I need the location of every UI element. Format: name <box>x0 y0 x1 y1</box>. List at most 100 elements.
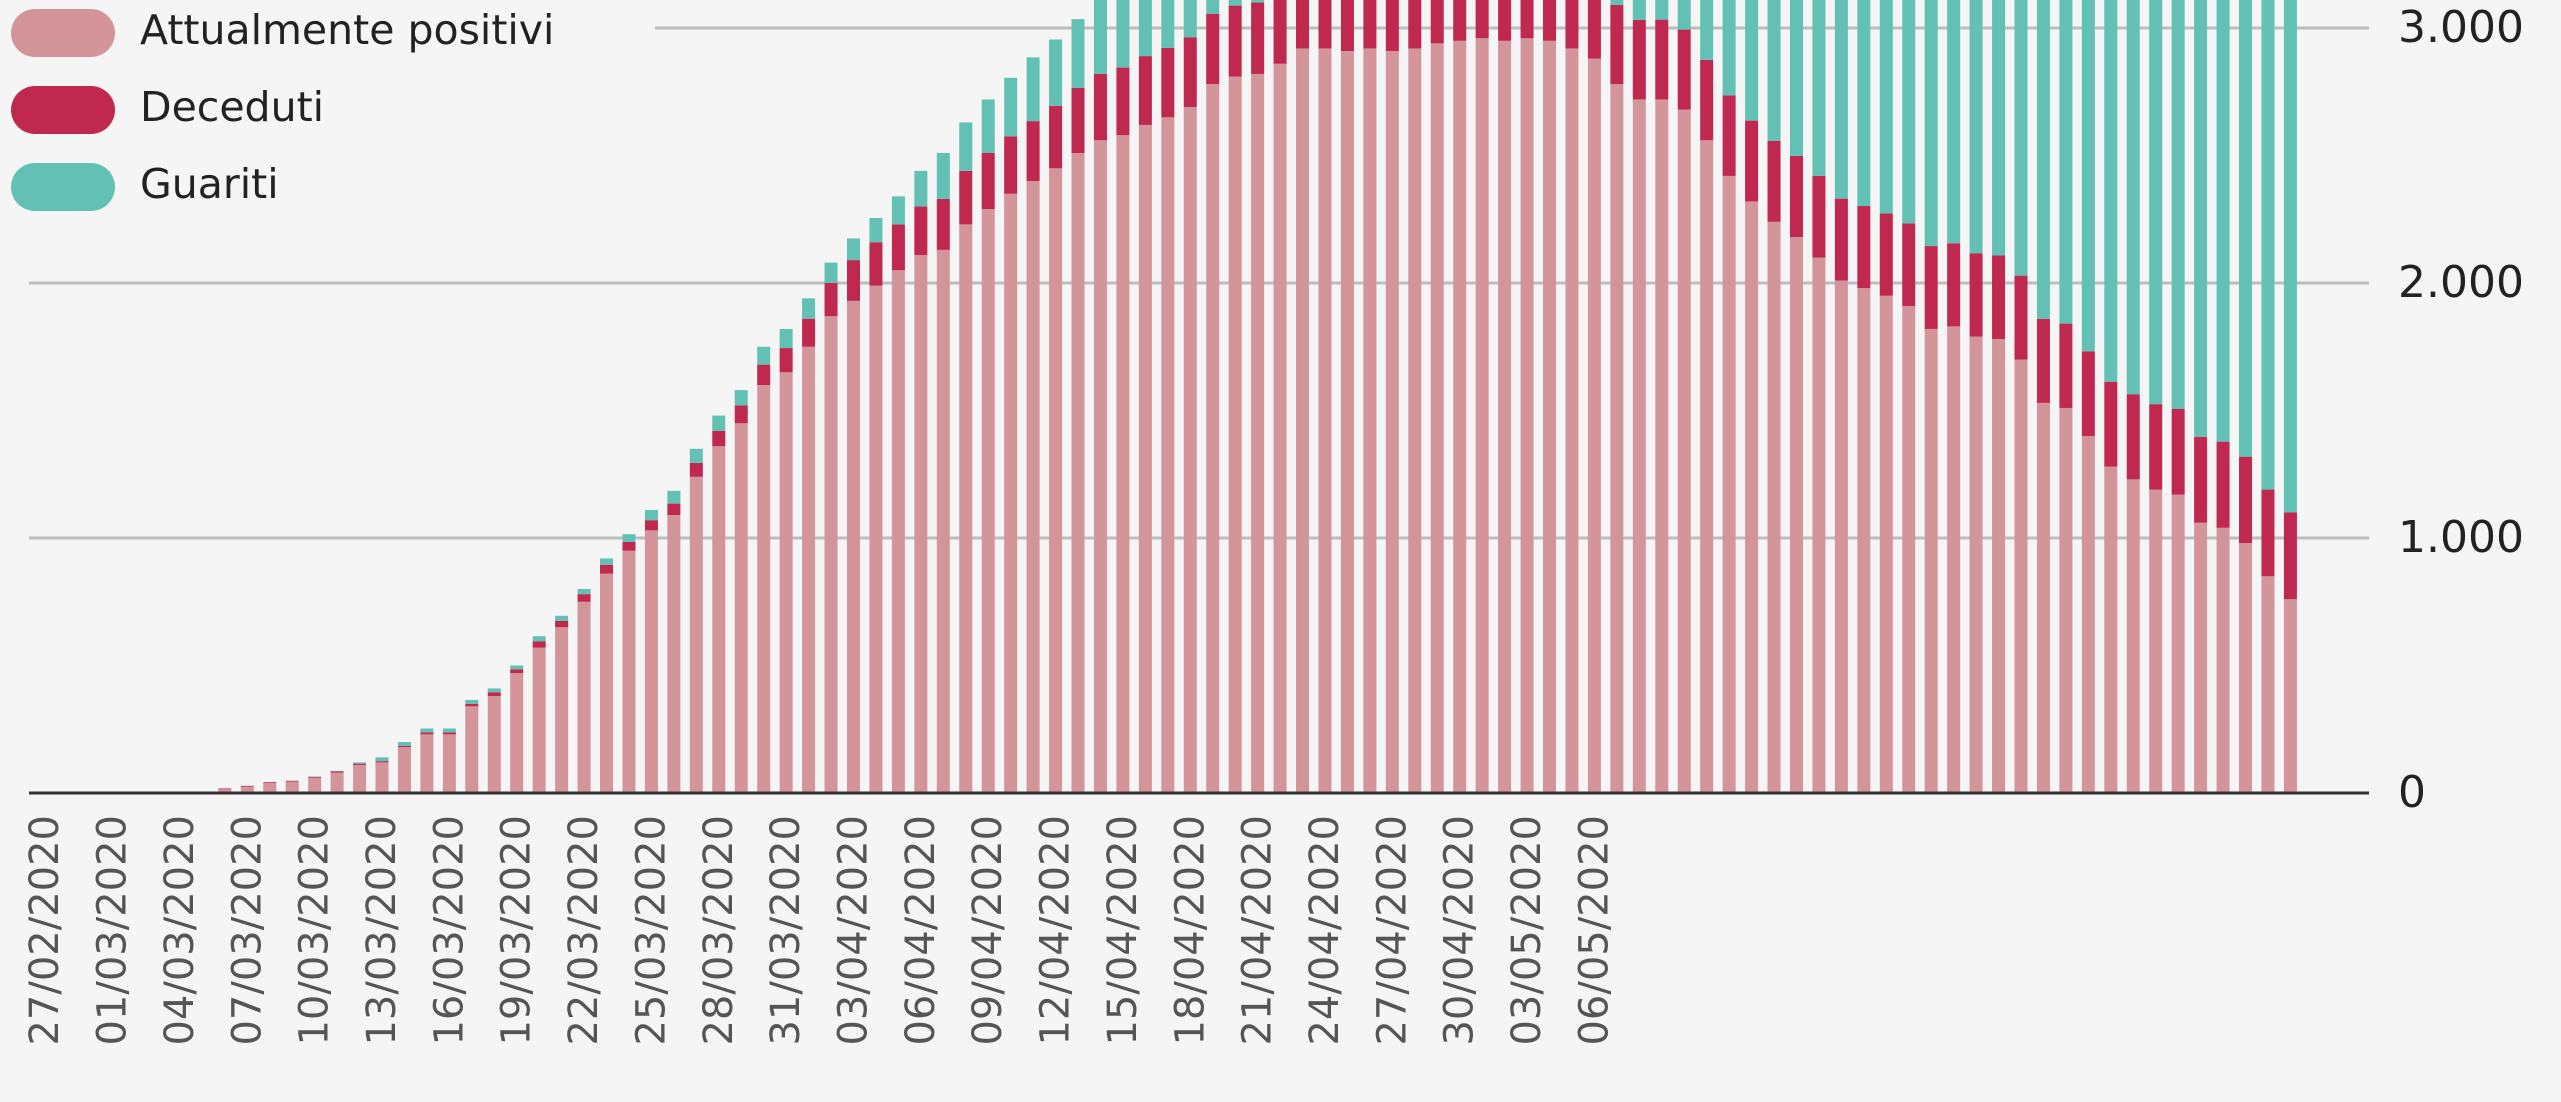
bar-segment <box>1992 0 2006 256</box>
legend-swatch <box>11 86 115 134</box>
bar-segment <box>2104 0 2118 382</box>
bar-segment <box>1879 295 1893 793</box>
bar-segment <box>689 462 703 477</box>
x-tick-label: 28/03/2020 <box>696 815 742 1046</box>
bar-segment <box>2014 275 2028 360</box>
bar-segment <box>1587 58 1601 793</box>
bar-segment <box>1183 0 1197 38</box>
bar-segment <box>2149 0 2163 405</box>
bar-segment <box>2216 441 2230 528</box>
bar-segment <box>2239 0 2253 457</box>
bar-segment <box>2126 394 2140 480</box>
bar-segment <box>1610 0 1624 5</box>
bar-segment <box>2261 576 2275 793</box>
bar-segment <box>689 448 703 463</box>
bar-segment <box>1430 43 1444 793</box>
bar-segment <box>1677 0 1691 30</box>
bar-segment <box>712 415 726 431</box>
bar-segment <box>846 300 861 793</box>
bar-segment <box>846 238 861 261</box>
bar-segment <box>1857 288 1871 793</box>
bar-segment <box>1812 175 1826 258</box>
bar-segment <box>1049 39 1063 106</box>
x-tick-label: 03/04/2020 <box>830 815 876 1046</box>
bar-segment <box>1093 0 1107 74</box>
bar-segment <box>285 781 299 793</box>
bar-segment <box>891 270 905 793</box>
bar-segment <box>891 224 905 271</box>
bar-segment <box>353 763 367 765</box>
bar-segment <box>510 665 524 670</box>
bar-segment <box>1722 95 1736 176</box>
bar-segment <box>779 372 793 793</box>
bar-segment <box>1161 47 1175 118</box>
bar-segment <box>824 316 838 793</box>
bar-segment <box>1385 50 1399 794</box>
bar-segment <box>1004 193 1018 793</box>
y-tick-label: 2.000 <box>2398 257 2524 308</box>
bar-segment <box>1745 201 1759 793</box>
bars <box>218 0 2297 794</box>
legend-label: Deceduti <box>140 83 324 131</box>
bar-segment <box>914 206 928 255</box>
x-tick-label: 19/03/2020 <box>494 815 540 1046</box>
bar-segment <box>1947 243 1961 327</box>
bar-segment <box>240 785 254 787</box>
bar-segment <box>846 260 861 301</box>
bar-segment <box>644 509 658 521</box>
bar-segment <box>1340 0 1354 51</box>
x-tick-label: 24/04/2020 <box>1302 815 1348 1046</box>
bar-segment <box>1318 0 1332 49</box>
bar-segment <box>1296 0 1310 49</box>
bar-segment <box>1969 0 1983 254</box>
bar-segment <box>1004 136 1018 194</box>
bar-segment <box>420 728 434 733</box>
x-tick-label: 25/03/2020 <box>628 815 674 1046</box>
bar-segment <box>2081 436 2095 793</box>
bar-segment <box>891 196 905 225</box>
bar-segment <box>2216 527 2230 793</box>
x-tick-label: 13/03/2020 <box>359 815 405 1046</box>
bar-segment <box>1902 223 1916 306</box>
bar-segment <box>1677 29 1691 110</box>
bar-segment <box>555 627 569 793</box>
bar-segment <box>1722 0 1736 96</box>
bar-segment <box>1251 73 1265 794</box>
bar-segment <box>1071 87 1085 153</box>
bar-segment <box>914 254 928 794</box>
bar-segment <box>936 249 950 793</box>
bar-segment <box>397 742 411 746</box>
bar-segment <box>2059 323 2073 408</box>
bar-segment <box>802 298 816 319</box>
bar-segment <box>2261 0 2275 490</box>
x-tick-label: 10/03/2020 <box>292 815 338 1046</box>
bar-segment <box>2171 494 2185 793</box>
bar-segment <box>1542 40 1557 794</box>
bar-segment <box>487 692 501 697</box>
bar-segment <box>824 283 838 317</box>
bar-segment <box>1026 121 1040 182</box>
x-tick-label: 07/03/2020 <box>224 815 270 1046</box>
y-tick-label: 1.000 <box>2398 512 2524 563</box>
bar-segment <box>2239 543 2253 793</box>
bar-segment <box>1745 0 1759 121</box>
bar-segment <box>1834 198 1848 281</box>
x-tick-label: 12/04/2020 <box>1033 815 1079 1046</box>
bar-segment <box>914 170 928 207</box>
bar-segment <box>1767 0 1781 141</box>
bar-segment <box>1655 0 1669 20</box>
bar-segment <box>1475 38 1489 794</box>
bar-segment <box>1902 305 1916 793</box>
bar-segment <box>308 777 322 793</box>
bar-segment <box>600 573 614 793</box>
bar-segment <box>1004 77 1018 137</box>
bar-segment <box>532 636 546 642</box>
bar-segment <box>1969 253 1983 337</box>
bar-segment <box>1498 0 1512 41</box>
bar-segment <box>2104 466 2118 793</box>
bar-segment <box>1947 326 1961 793</box>
bar-segment <box>2283 512 2297 600</box>
bar-segment <box>936 152 950 199</box>
bar-segment <box>1879 0 1893 214</box>
bar-segment <box>622 550 636 793</box>
